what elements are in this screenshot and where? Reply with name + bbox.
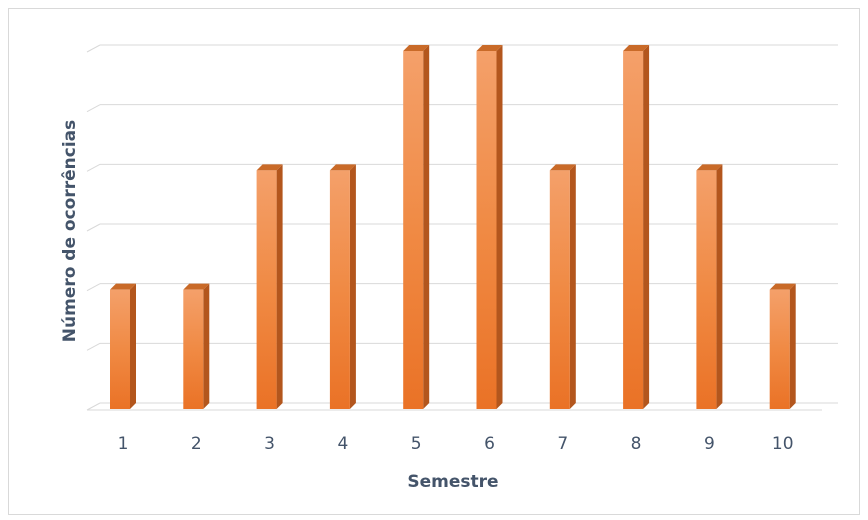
bar (329, 164, 356, 409)
bar-front-face (329, 170, 350, 409)
x-tick-label: 5 (411, 434, 422, 454)
bar-side-face (716, 164, 723, 409)
x-tick-label: 4 (337, 434, 348, 454)
bar-front-face (769, 289, 790, 409)
x-tick-labels: 1 2 3 4 5 6 7 8 9 10 (118, 434, 794, 454)
x-tick-label: 3 (264, 434, 275, 454)
x-tick-label: 10 (772, 434, 794, 454)
gridline-depth (86, 163, 101, 172)
bar (769, 283, 796, 409)
bar-side-face (643, 45, 650, 409)
gridline-depth (86, 283, 101, 292)
bar-side-face (130, 283, 136, 409)
bar-top-face (110, 283, 136, 290)
x-tick-label: 8 (631, 434, 642, 454)
bar-top-face (329, 164, 356, 171)
bar (403, 45, 430, 409)
bar-side-face (276, 164, 283, 409)
bar-top-face (696, 164, 723, 171)
bar (110, 283, 136, 409)
gridline-depth (86, 342, 101, 351)
gridline-depth (86, 44, 101, 53)
bar (476, 45, 503, 409)
gridline-depth (86, 402, 101, 411)
bar-side-face (349, 164, 356, 409)
bar-top-face (769, 283, 796, 290)
bar (623, 45, 650, 409)
bar-front-face (696, 170, 717, 409)
bars (110, 45, 796, 409)
x-tick-label: 1 (118, 434, 129, 454)
bar (256, 164, 283, 409)
bar (696, 164, 723, 409)
bar (183, 283, 210, 409)
bar-side-face (496, 45, 503, 409)
bar-front-face (403, 51, 424, 409)
bar-top-face (183, 283, 210, 290)
bar-top-face (403, 45, 430, 51)
bar-front-face (256, 170, 277, 409)
bar-top-face (476, 45, 503, 51)
bar-front-face (110, 289, 130, 409)
bar-side-face (423, 45, 430, 409)
x-axis-title: Semestre (407, 472, 498, 492)
gridline-depth (86, 104, 101, 113)
bar-side-face (789, 283, 796, 409)
bar (549, 164, 576, 409)
x-tick-label: 2 (191, 434, 202, 454)
bar-side-face (203, 283, 210, 409)
bar-top-face (256, 164, 283, 171)
bar-top-face (549, 164, 576, 171)
x-tick-label: 7 (557, 434, 568, 454)
bar-front-face (476, 51, 497, 409)
x-tick-label: 6 (484, 434, 495, 454)
bar-front-face (183, 289, 204, 409)
y-axis-title: Número de ocorrências (60, 120, 80, 343)
x-tick-label: 9 (704, 434, 715, 454)
bar-front-face (623, 51, 644, 409)
bar-top-face (623, 45, 650, 51)
bar-side-face (569, 164, 576, 409)
gridline-depth (86, 223, 101, 232)
bar-front-face (549, 170, 570, 409)
